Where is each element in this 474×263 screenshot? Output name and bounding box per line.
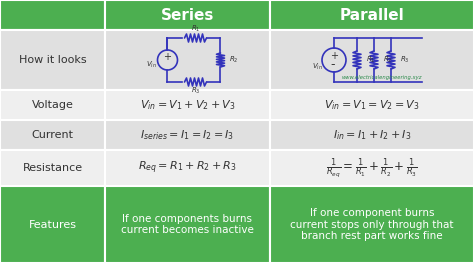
Text: $R_1$: $R_1$ xyxy=(191,24,200,34)
Text: +: + xyxy=(164,52,172,62)
Bar xyxy=(105,90,270,120)
Text: If one component burns
current stops only through that
branch rest part works fi: If one component burns current stops onl… xyxy=(290,208,454,241)
Text: $R_2$: $R_2$ xyxy=(383,55,392,65)
Text: $R_{eq} = R_1 + R_2 + R_3$: $R_{eq} = R_1 + R_2 + R_3$ xyxy=(138,160,237,176)
Text: $R_3$: $R_3$ xyxy=(400,55,410,65)
Text: Series: Series xyxy=(161,8,214,23)
Bar xyxy=(105,120,270,150)
Bar xyxy=(270,120,474,150)
Text: $V_{in}$: $V_{in}$ xyxy=(146,60,156,70)
Bar xyxy=(105,186,270,263)
Bar xyxy=(0,0,105,30)
Text: www.electricalengineering.xyz: www.electricalengineering.xyz xyxy=(342,75,422,80)
Text: $I_{series} = I_1 = I_2 = I_3$: $I_{series} = I_1 = I_2 = I_3$ xyxy=(140,128,235,142)
Text: $I_{in} = I_1 + I_2 + I_3$: $I_{in} = I_1 + I_2 + I_3$ xyxy=(333,128,411,142)
Bar xyxy=(0,186,105,263)
Text: $\frac{1}{R_{eq}} = \frac{1}{R_1} + \frac{1}{R_2} + \frac{1}{R_3}$: $\frac{1}{R_{eq}} = \frac{1}{R_1} + \fra… xyxy=(326,156,418,180)
Bar xyxy=(270,30,474,90)
Bar xyxy=(0,90,105,120)
Text: Features: Features xyxy=(28,220,76,230)
Text: If one components burns
current becomes inactive: If one components burns current becomes … xyxy=(121,214,254,235)
Bar xyxy=(0,30,105,90)
Bar xyxy=(105,30,270,90)
Text: $V_{in}$: $V_{in}$ xyxy=(312,62,323,72)
Text: -: - xyxy=(331,58,335,72)
Text: $R_2$: $R_2$ xyxy=(229,55,239,65)
Bar xyxy=(105,0,270,30)
Bar xyxy=(105,150,270,186)
Text: $R_1$: $R_1$ xyxy=(366,55,375,65)
Bar xyxy=(270,90,474,120)
Bar xyxy=(0,120,105,150)
Text: $V_{in} = V_1 + V_2 + V_3$: $V_{in} = V_1 + V_2 + V_3$ xyxy=(140,98,235,112)
Text: $R_3$: $R_3$ xyxy=(191,86,201,96)
Bar xyxy=(270,150,474,186)
Text: Current: Current xyxy=(31,130,73,140)
Text: Voltage: Voltage xyxy=(32,100,73,110)
Text: Resistance: Resistance xyxy=(22,163,82,173)
Text: Parallel: Parallel xyxy=(340,8,404,23)
Bar xyxy=(270,0,474,30)
Text: +: + xyxy=(330,51,338,61)
Bar xyxy=(0,150,105,186)
Bar xyxy=(270,186,474,263)
Text: $V_{in} = V_1 = V_2 = V_3$: $V_{in} = V_1 = V_2 = V_3$ xyxy=(324,98,420,112)
Text: How it looks: How it looks xyxy=(18,55,86,65)
